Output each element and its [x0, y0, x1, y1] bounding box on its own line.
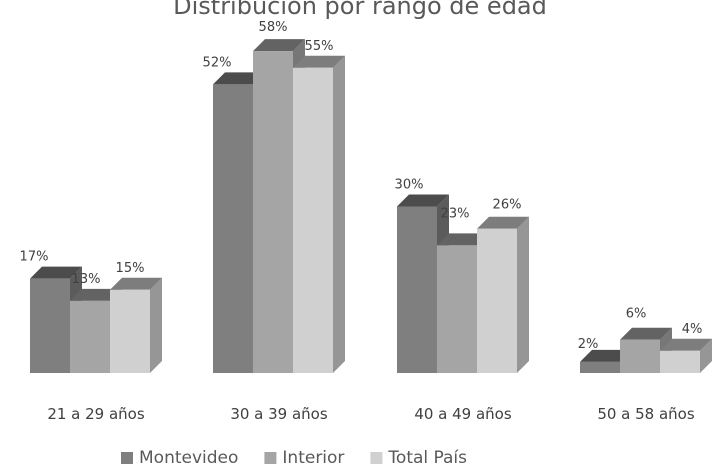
chart-title: Distribución por rango de edad [173, 0, 547, 20]
data-label: 30% [395, 178, 424, 193]
bar-front [437, 245, 477, 373]
data-label: 6% [626, 307, 647, 322]
x-axis-labels: 21 a 29 años 30 a 39 años 40 a 49 años 50 a… [47, 405, 695, 423]
legend-item-interior: Interior [264, 448, 344, 468]
data-label: 2% [578, 337, 599, 352]
legend-swatch [370, 452, 382, 464]
bar-front [253, 51, 293, 373]
legend-swatch [121, 452, 133, 464]
bar-side [333, 56, 345, 373]
legend-item-total-pais: Total País [370, 448, 467, 468]
bar-front [477, 229, 517, 373]
bar-front [213, 84, 253, 373]
legend-item-montevideo: Montevideo [121, 448, 238, 468]
data-label: 26% [493, 198, 522, 213]
bar-front [30, 279, 70, 373]
legend-label: Interior [282, 448, 344, 468]
data-label: 15% [116, 261, 145, 276]
data-label: 52% [203, 55, 232, 70]
plot-area: 17% 13% 15% 52% 58% 55% 30% 23% 26% 2% 6% 4% [20, 20, 712, 373]
data-label: 23% [441, 206, 470, 221]
x-tick-label: 50 a 58 años [597, 405, 695, 423]
legend-label: Total País [387, 448, 467, 468]
legend-swatch [264, 452, 276, 464]
bar-side [150, 278, 162, 373]
bar-front [660, 351, 700, 373]
bar-front [580, 362, 620, 373]
bar-total-pais-40-a-49-anos [477, 217, 529, 373]
legend: Montevideo Interior Total País [121, 448, 467, 468]
data-label: 58% [259, 20, 288, 35]
bar-total-pais-21-a-29-anos [110, 278, 162, 373]
bar-total-pais-30-a-39-anos [293, 56, 345, 373]
bar-side [517, 217, 529, 373]
bar-total-pais-50-a-58-anos [660, 339, 712, 373]
data-label: 13% [72, 272, 101, 287]
bar-front [110, 290, 150, 373]
data-label: 55% [305, 39, 334, 54]
bar-front [70, 301, 110, 373]
x-tick-label: 40 a 49 años [414, 405, 512, 423]
legend-label: Montevideo [139, 448, 238, 468]
bar-front [293, 68, 333, 373]
x-tick-label: 21 a 29 años [47, 405, 145, 423]
bar-front [397, 207, 437, 374]
x-tick-label: 30 a 39 años [230, 405, 328, 423]
data-label: 4% [682, 322, 703, 337]
data-label: 17% [20, 250, 49, 265]
bar-front [620, 340, 660, 373]
